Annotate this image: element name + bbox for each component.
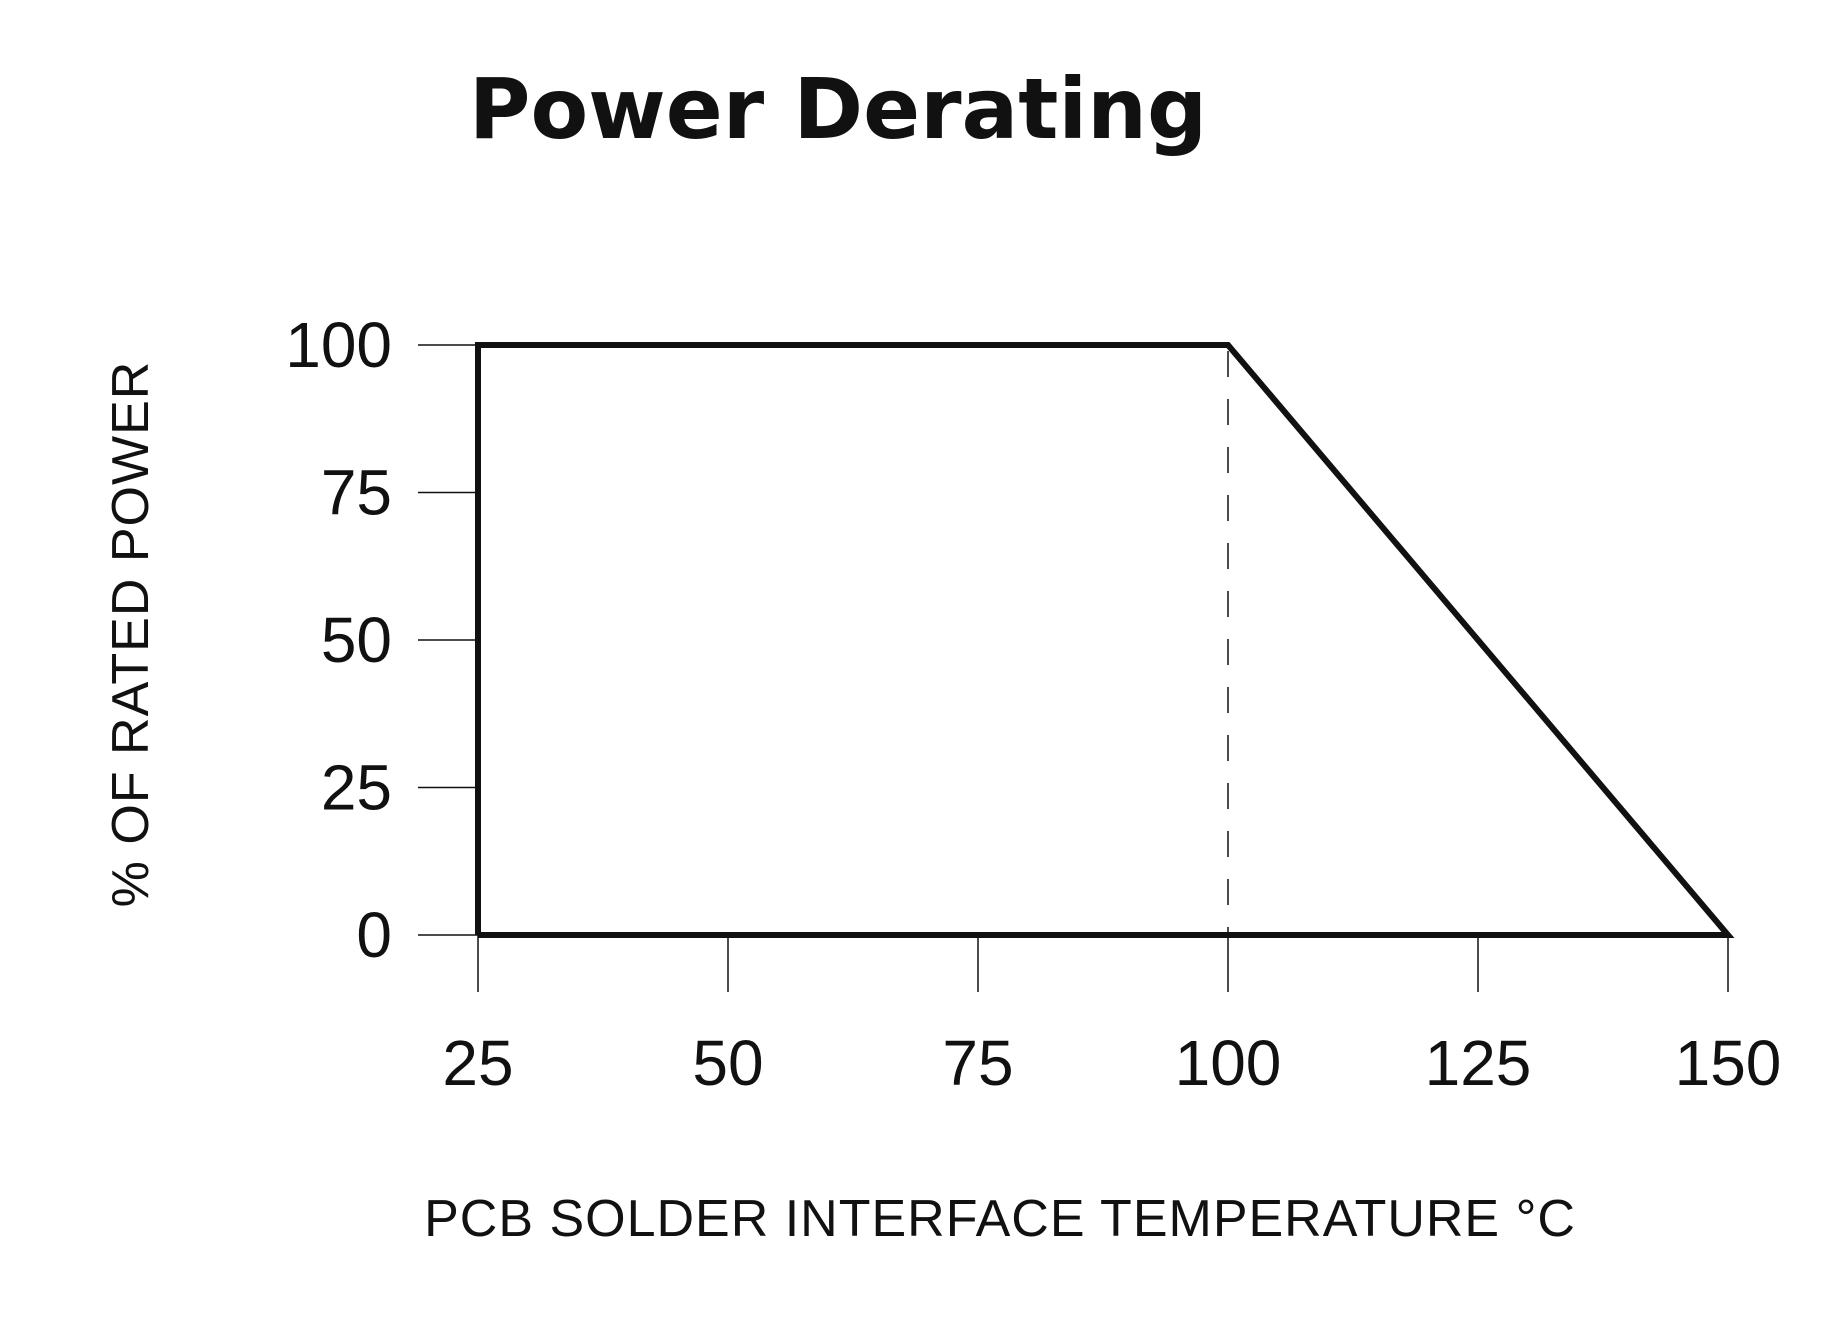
- y-axis-label: % OF RATED POWER: [102, 361, 160, 908]
- x-tick-label-150: 150: [1675, 1027, 1782, 1099]
- plot-area: 0 25 50 75 100 25 50 75 100 125 150: [285, 309, 1781, 1099]
- x-tick-label-100: 100: [1175, 1027, 1282, 1099]
- chart-title: Power Derating: [469, 60, 1207, 158]
- x-tick-label-75: 75: [942, 1027, 1013, 1099]
- derating-curve-0: [475, 342, 1735, 938]
- x-tick-label-25: 25: [442, 1027, 513, 1099]
- x-tick-label-125: 125: [1425, 1027, 1532, 1099]
- y-tick-label-75: 75: [321, 457, 392, 529]
- x-axis-label: PCB SOLDER INTERFACE TEMPERATURE °C: [424, 1190, 1576, 1248]
- y-tick-label-100: 100: [285, 309, 392, 381]
- x-tick-label-50: 50: [692, 1027, 763, 1099]
- y-tick-label-50: 50: [321, 604, 392, 676]
- y-tick-label-25: 25: [321, 752, 392, 824]
- y-tick-label-0: 0: [356, 899, 392, 971]
